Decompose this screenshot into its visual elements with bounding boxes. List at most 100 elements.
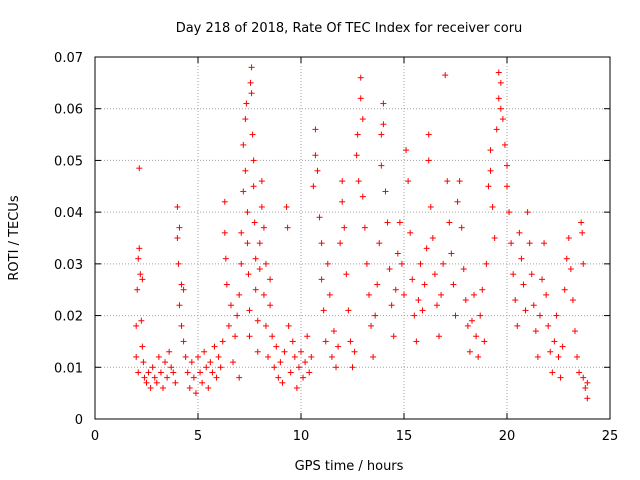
data-point	[553, 312, 560, 319]
y-tick-label: 0.05	[54, 154, 83, 169]
data-point	[180, 338, 187, 345]
data-point	[318, 276, 325, 283]
data-point	[258, 178, 265, 185]
data-point	[452, 312, 459, 319]
data-point	[136, 245, 143, 252]
data-point	[271, 364, 278, 371]
data-point	[578, 219, 585, 226]
y-tick-label: 0.02	[54, 310, 83, 325]
data-point	[462, 297, 469, 304]
data-point	[345, 307, 352, 314]
data-point	[192, 390, 199, 397]
data-point	[250, 157, 257, 164]
data-point	[370, 353, 377, 360]
data-point	[394, 250, 401, 257]
data-point	[174, 235, 181, 241]
data-point	[136, 165, 143, 172]
data-point	[249, 131, 256, 138]
data-point	[252, 255, 259, 262]
data-point	[468, 317, 475, 324]
data-point	[291, 353, 298, 360]
data-point	[576, 369, 583, 376]
data-point	[318, 240, 325, 247]
data-point	[423, 245, 430, 252]
data-point	[351, 348, 358, 355]
data-point	[207, 359, 214, 366]
data-point	[534, 353, 541, 360]
data-point	[493, 126, 500, 133]
data-point	[337, 240, 344, 247]
x-tick-label: 0	[91, 429, 99, 444]
data-point	[227, 302, 234, 309]
data-point	[172, 379, 179, 386]
data-point	[251, 219, 258, 226]
data-point	[390, 333, 397, 340]
data-point	[166, 348, 173, 355]
data-point	[510, 271, 517, 278]
data-point	[140, 359, 147, 366]
data-point	[481, 338, 488, 345]
data-point	[178, 281, 185, 288]
data-point	[487, 147, 494, 154]
data-point	[378, 162, 385, 169]
data-point	[421, 281, 428, 288]
x-tick-label: 5	[194, 429, 202, 444]
data-point	[341, 224, 348, 231]
data-point	[487, 167, 494, 174]
data-point	[186, 384, 193, 391]
data-point	[164, 374, 171, 381]
data-point	[316, 214, 323, 221]
data-point	[495, 95, 502, 102]
data-point	[232, 333, 239, 340]
data-point	[567, 266, 574, 273]
data-point	[250, 183, 257, 190]
data-point	[584, 395, 591, 402]
data-point	[256, 240, 263, 247]
data-point	[522, 307, 529, 314]
x-tick-labels: 0 5 10 15 20 25	[91, 429, 618, 444]
data-point	[473, 333, 480, 340]
data-point	[339, 198, 346, 205]
data-point	[536, 312, 543, 319]
data-point	[454, 198, 461, 205]
data-point	[425, 131, 432, 138]
data-point	[240, 188, 247, 195]
data-point	[361, 224, 368, 231]
data-point	[355, 178, 362, 185]
data-point	[471, 291, 478, 298]
data-point	[559, 343, 566, 350]
data-point	[485, 183, 492, 190]
data-point	[497, 105, 504, 112]
data-point	[244, 209, 251, 216]
data-point	[501, 141, 508, 148]
data-point	[479, 286, 486, 293]
data-point	[401, 291, 407, 298]
data-point	[354, 131, 361, 138]
data-point	[234, 312, 241, 319]
data-point	[269, 333, 276, 340]
data-point	[365, 291, 372, 298]
data-point	[526, 240, 533, 247]
data-point	[159, 384, 166, 391]
data-point	[374, 281, 381, 288]
data-point	[551, 338, 558, 345]
data-point	[162, 359, 169, 366]
data-point	[417, 260, 424, 267]
data-point	[215, 353, 222, 360]
data-point	[388, 302, 395, 309]
data-point	[396, 219, 403, 226]
data-point	[339, 178, 346, 185]
data-point	[145, 369, 152, 376]
data-point	[444, 178, 451, 185]
data-point	[133, 322, 140, 329]
data-point	[248, 90, 255, 97]
data-point	[427, 203, 434, 210]
data-point	[211, 343, 218, 350]
data-point	[174, 203, 181, 210]
data-point	[248, 64, 255, 71]
data-point	[376, 240, 383, 247]
data-point	[328, 353, 335, 360]
data-point	[448, 250, 455, 257]
data-point	[314, 167, 321, 174]
